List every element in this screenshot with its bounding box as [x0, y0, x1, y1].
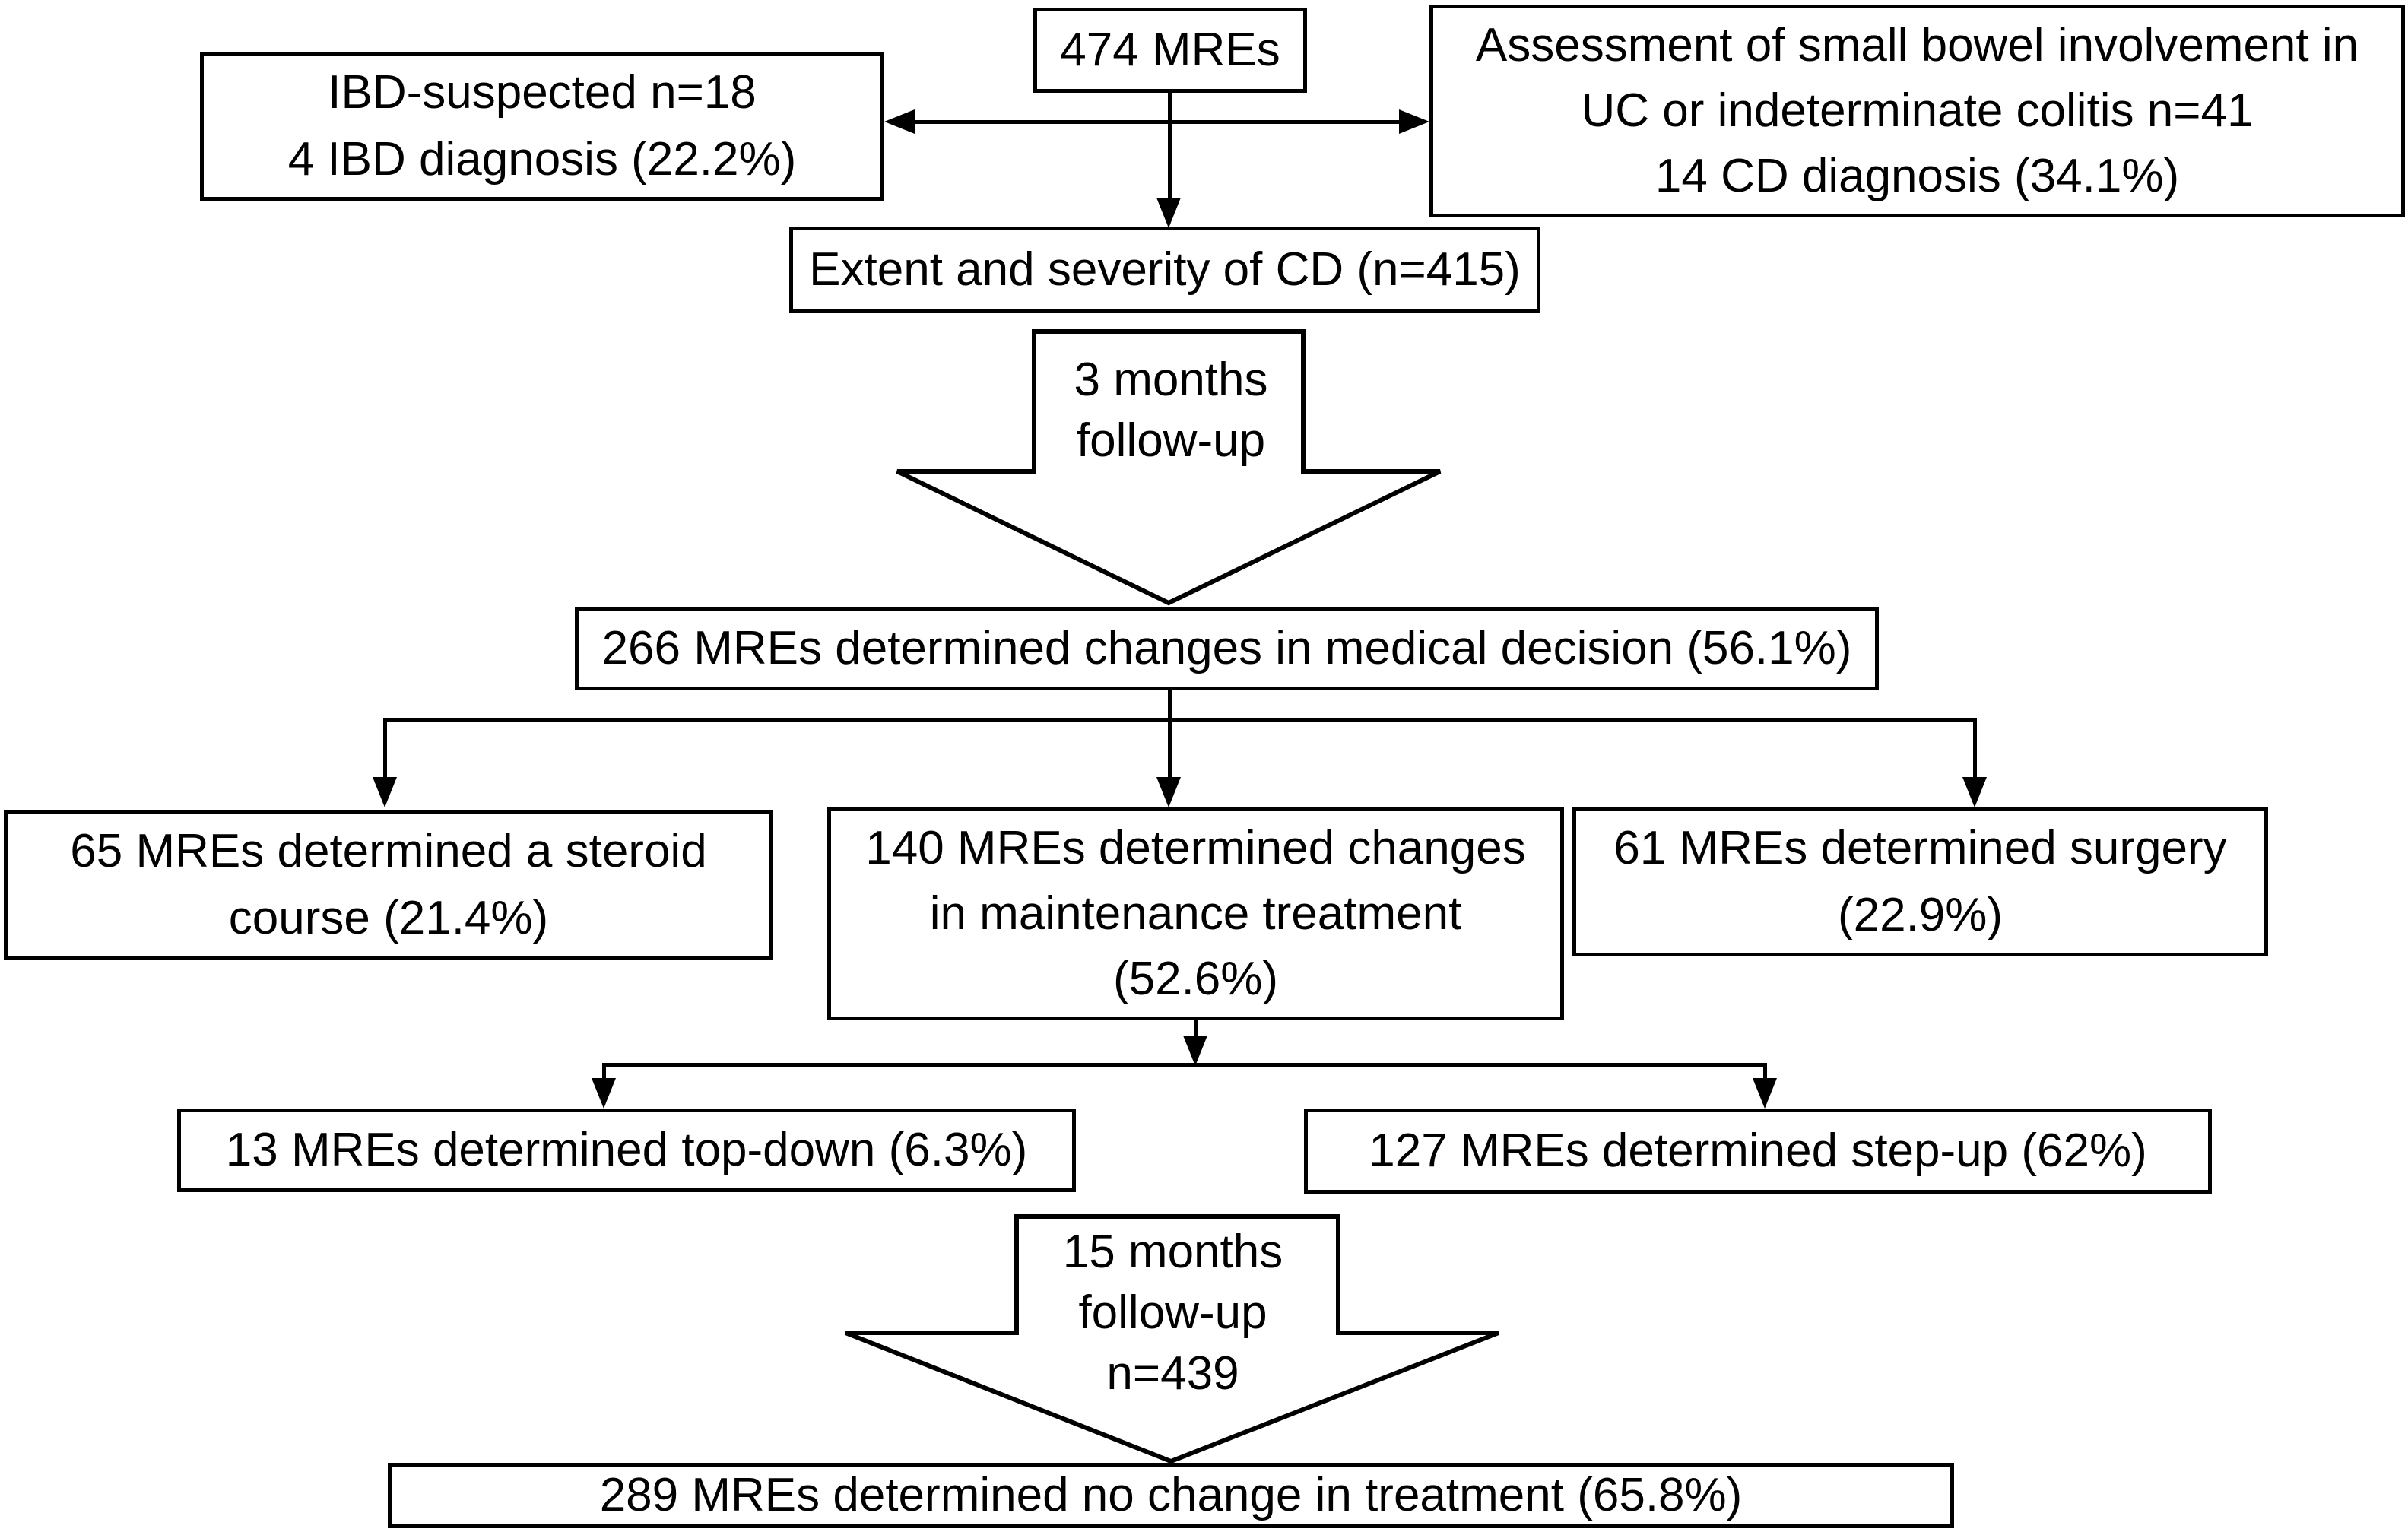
- box-top-down-line: 13 MREs determined top-down (6.3%): [225, 1124, 1028, 1176]
- box-steroid-course: 65 MREs determined a steroid course (21.…: [4, 810, 773, 960]
- fat-arrow-15-months-line: 15 months: [1062, 1226, 1283, 1278]
- connector-decision-stem: [1168, 690, 1172, 779]
- fat-arrow-15-months-label: 15 months follow-up n=439: [836, 1218, 1509, 1408]
- fat-arrow-3-months-shape: [896, 329, 1442, 606]
- box-extent-severity-line: Extent and severity of CD (n=415): [809, 243, 1521, 296]
- fat-arrow-15-months: [844, 1214, 1500, 1464]
- box-top-down: 13 MREs determined top-down (6.3%): [177, 1109, 1076, 1192]
- arrowhead-down-icon: [592, 1078, 616, 1109]
- arrowhead-left-icon: [884, 109, 915, 134]
- arrowhead-down-icon: [1962, 777, 1987, 807]
- box-steroid-course-line: 65 MREs determined a steroid: [70, 825, 707, 877]
- box-uc-assessment-line: Assessment of small bowel involvement in: [1475, 19, 2359, 71]
- box-surgery-line: (22.9%): [1837, 889, 2003, 941]
- box-surgery: 61 MREs determined surgery (22.9%): [1572, 807, 2268, 956]
- arrowhead-down-icon: [1753, 1078, 1777, 1109]
- box-no-change: 289 MREs determined no change in treatme…: [388, 1463, 1954, 1528]
- arrowhead-down-icon: [1156, 777, 1181, 807]
- box-uc-assessment: Assessment of small bowel involvement in…: [1429, 5, 2405, 217]
- box-474-mres-line: 474 MREs: [1060, 24, 1280, 76]
- fat-arrow-15-months-line: n=439: [1106, 1347, 1239, 1400]
- box-extent-severity: Extent and severity of CD (n=415): [789, 227, 1540, 313]
- box-steroid-course-line: course (21.4%): [228, 892, 549, 944]
- box-maintenance-treatment-line: (52.6%): [1112, 953, 1279, 1005]
- box-surgery-line: 61 MREs determined surgery: [1613, 822, 2227, 874]
- fat-arrow-3-months-line: follow-up: [1076, 414, 1266, 467]
- connector-branch1-left: [383, 718, 387, 777]
- arrowhead-down-icon: [1183, 1036, 1207, 1066]
- fat-arrow-3-months-label: 3 months follow-up: [890, 335, 1452, 487]
- connector-branch2-bar: [604, 1063, 1767, 1067]
- box-no-change-line: 289 MREs determined no change in treatme…: [599, 1469, 1743, 1521]
- box-maintenance-treatment-line: in maintenance treatment: [929, 887, 1462, 940]
- box-ibd-suspected-line: IBD-suspected n=18: [328, 66, 757, 119]
- fat-arrow-3-months-line: 3 months: [1074, 354, 1268, 406]
- box-ibd-suspected: IBD-suspected n=18 4 IBD diagnosis (22.2…: [200, 52, 884, 201]
- box-uc-assessment-line: 14 CD diagnosis (34.1%): [1655, 150, 2180, 202]
- connector-maintenance-stem: [1194, 1020, 1198, 1039]
- box-ibd-suspected-line: 4 IBD diagnosis (22.2%): [287, 133, 797, 186]
- connector-total-to-extent: [1168, 93, 1172, 199]
- box-step-up-line: 127 MREs determined step-up (62%): [1369, 1124, 2147, 1177]
- box-medical-decision-line: 266 MREs determined changes in medical d…: [601, 622, 1852, 674]
- box-step-up: 127 MREs determined step-up (62%): [1304, 1109, 2212, 1194]
- connector-left-right-referrals: [912, 120, 1402, 124]
- fat-arrow-15-months-line: follow-up: [1078, 1286, 1267, 1339]
- box-maintenance-treatment: 140 MREs determined changes in maintenan…: [827, 807, 1564, 1020]
- connector-branch2-right: [1763, 1063, 1767, 1080]
- arrowhead-right-icon: [1399, 109, 1429, 134]
- connector-branch2-left: [602, 1063, 606, 1080]
- connector-branch1-bar: [385, 718, 1976, 722]
- connector-branch1-right: [1973, 718, 1977, 777]
- fat-arrow-15-months-shape: [844, 1214, 1500, 1464]
- arrowhead-down-icon: [373, 777, 397, 807]
- arrowhead-down-icon: [1156, 198, 1181, 228]
- box-uc-assessment-line: UC or indeterminate colitis n=41: [1581, 84, 2254, 137]
- box-medical-decision: 266 MREs determined changes in medical d…: [575, 607, 1879, 690]
- box-474-mres: 474 MREs: [1033, 8, 1307, 93]
- fat-arrow-3-months: [896, 329, 1442, 606]
- box-maintenance-treatment-line: 140 MREs determined changes: [865, 822, 1526, 874]
